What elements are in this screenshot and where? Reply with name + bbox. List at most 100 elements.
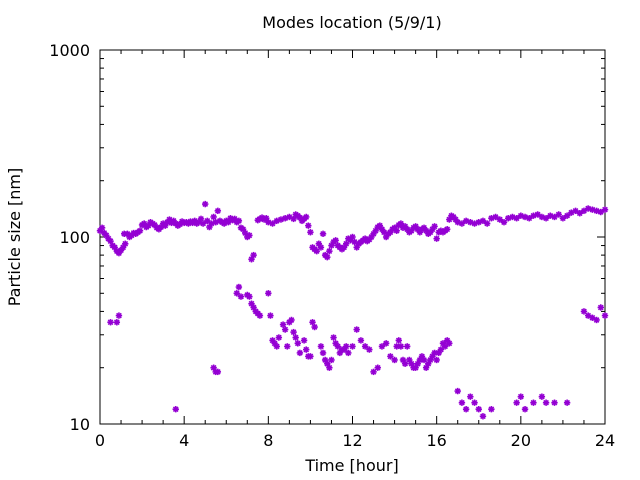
- data-point: [397, 343, 405, 350]
- data-point: [269, 220, 276, 227]
- data-point: [542, 215, 550, 222]
- data-point: [279, 321, 287, 328]
- data-point: [136, 227, 144, 234]
- data-point: [256, 312, 264, 319]
- data-point: [330, 334, 337, 341]
- y-tick-label: 1000: [49, 41, 90, 60]
- data-point: [273, 343, 280, 350]
- data-point: [288, 316, 295, 324]
- data-point: [317, 343, 325, 350]
- data-point: [517, 393, 525, 400]
- x-tick-label: 0: [95, 431, 105, 450]
- data-point: [431, 223, 438, 230]
- data-point: [443, 226, 451, 233]
- data-point: [324, 253, 331, 261]
- data-point: [441, 343, 449, 350]
- data-point: [458, 220, 466, 227]
- data-point: [431, 349, 438, 357]
- x-tick-label: 24: [595, 431, 615, 450]
- data-point: [328, 356, 335, 364]
- data-point: [113, 319, 121, 326]
- x-tick-label: 16: [426, 431, 446, 450]
- data-point: [300, 337, 308, 344]
- data-point: [199, 220, 207, 227]
- data-point: [601, 312, 609, 319]
- data-point: [326, 364, 333, 371]
- x-tick-label: 4: [179, 431, 189, 450]
- data-point: [294, 340, 301, 347]
- data-point: [551, 399, 558, 406]
- data-point: [246, 293, 253, 300]
- data-point: [483, 220, 491, 227]
- data-point: [107, 319, 114, 326]
- data-point: [267, 312, 274, 319]
- data-point: [391, 356, 398, 364]
- data-point: [433, 356, 440, 364]
- data-point: [513, 215, 520, 222]
- data-point: [475, 405, 482, 413]
- data-point: [393, 227, 400, 234]
- data-point: [370, 368, 377, 376]
- data-point: [309, 319, 316, 326]
- data-point: [505, 215, 512, 222]
- data-point: [342, 343, 350, 350]
- data-point: [305, 222, 312, 229]
- data-point: [479, 413, 487, 420]
- data-point: [235, 217, 243, 225]
- chart-title: Modes location (5/9/1): [262, 13, 441, 32]
- data-point: [513, 399, 520, 406]
- data-point: [563, 212, 571, 219]
- data-point: [366, 346, 373, 353]
- data-point: [98, 224, 106, 231]
- data-point: [204, 217, 211, 225]
- x-tick-label: 20: [511, 431, 531, 450]
- data-point: [292, 334, 299, 341]
- data-point: [458, 399, 466, 406]
- data-point: [395, 337, 402, 344]
- data-point: [467, 393, 474, 400]
- data-point: [275, 334, 283, 341]
- data-point: [319, 230, 327, 238]
- data-point: [521, 405, 529, 413]
- data-point: [488, 405, 495, 413]
- data-point: [374, 364, 381, 371]
- data-point: [597, 304, 604, 311]
- y-axis-label: Particle size [nm]: [5, 168, 24, 307]
- data-point: [332, 237, 339, 244]
- data-point: [446, 340, 453, 347]
- x-tick-label: 8: [263, 431, 273, 450]
- data-point: [500, 218, 508, 226]
- data-point: [250, 251, 257, 259]
- data-point: [593, 316, 600, 324]
- data-point: [538, 393, 546, 400]
- data-point: [361, 343, 369, 350]
- data-point: [349, 233, 356, 241]
- data-point: [471, 220, 478, 227]
- data-point: [237, 293, 245, 300]
- data-point: [303, 213, 310, 221]
- data-point: [202, 200, 209, 208]
- data-point: [353, 326, 360, 333]
- y-tick-label: 100: [59, 228, 90, 247]
- data-point: [420, 356, 428, 364]
- data-point: [281, 326, 289, 333]
- data-point: [559, 215, 567, 222]
- data-point: [345, 349, 352, 357]
- data-point: [479, 217, 487, 225]
- data-point: [235, 283, 243, 291]
- data-point: [526, 215, 533, 222]
- data-point: [313, 247, 320, 255]
- data-point: [246, 232, 253, 239]
- data-point: [433, 235, 440, 242]
- data-point: [378, 343, 386, 350]
- data-point: [601, 206, 609, 213]
- data-point: [214, 368, 222, 376]
- data-point: [307, 229, 314, 236]
- data-point: [584, 312, 592, 319]
- data-point: [265, 290, 272, 297]
- data-point: [542, 399, 550, 406]
- data-point: [332, 340, 339, 347]
- data-point: [580, 308, 588, 315]
